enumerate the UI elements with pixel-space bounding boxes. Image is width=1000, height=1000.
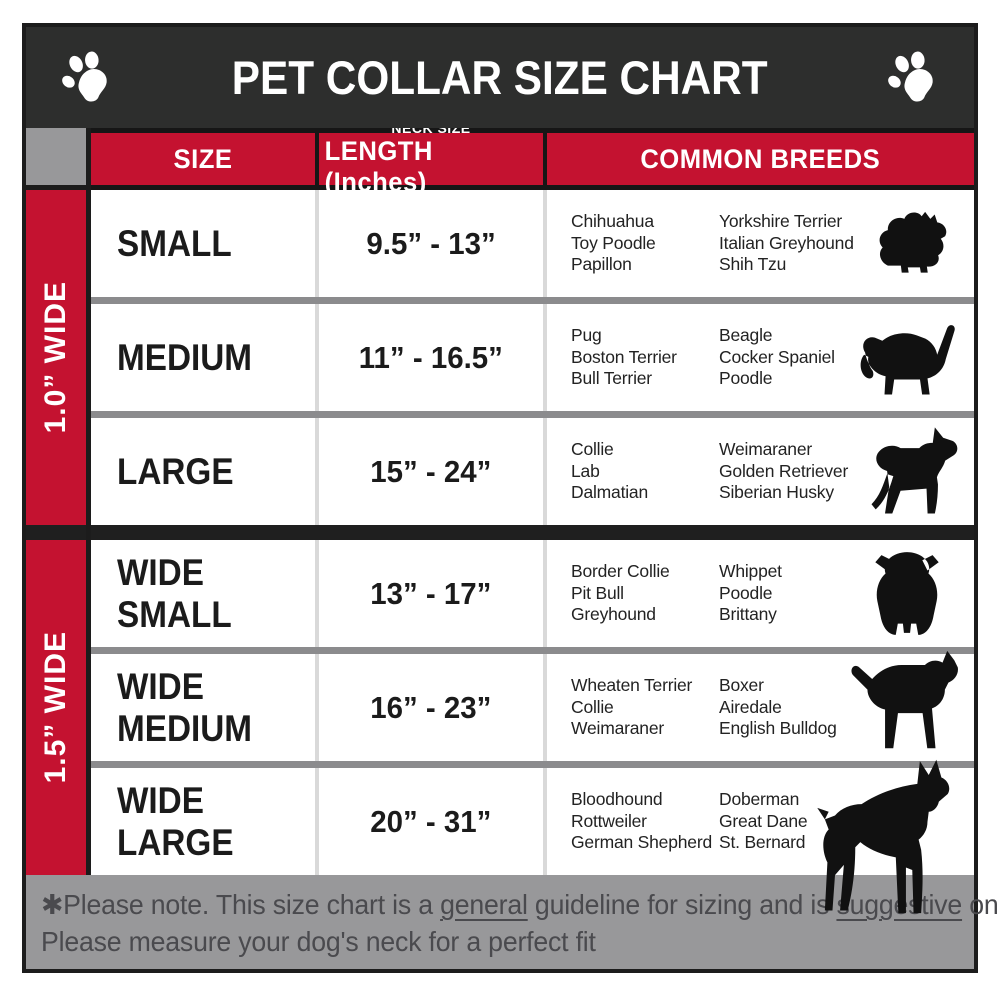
size-cell: WIDE MEDIUM <box>117 665 253 749</box>
table-row-wide-small: WIDE SMALL 13” - 17” Border Collie Pit B… <box>91 540 974 647</box>
underlined-word: general <box>440 889 528 920</box>
size-cell: LARGE <box>117 450 234 492</box>
size-cell: MEDIUM <box>117 336 253 378</box>
size-chart: PET COLLAR SIZE CHART 1.0” WIDE <box>22 23 1000 973</box>
bulldog-silhouette-icon <box>866 548 948 640</box>
neck-range-cell: 20” - 31” <box>370 803 492 839</box>
shepherd-silhouette-icon <box>858 420 966 524</box>
title-bar: PET COLLAR SIZE CHART <box>26 27 974 128</box>
row-separator <box>91 411 974 418</box>
column-divider <box>315 304 319 411</box>
breed-list: Boxer Airedale English Bulldog <box>719 675 837 739</box>
size-cell: WIDE LARGE <box>117 779 234 863</box>
table-row-wide-large: WIDE LARGE 20” - 31” Bloodhound Rottweil… <box>91 759 974 914</box>
doberman-silhouette-icon <box>816 756 968 927</box>
beagle-silhouette-icon <box>848 315 964 401</box>
table-row-medium: MEDIUM 11” - 16.5” Pug Boston Terrier Bu… <box>91 304 974 411</box>
breed-list: Weimaraner Golden Retriever Siberian Hus… <box>719 439 849 503</box>
size-cell: SMALL <box>117 222 232 264</box>
size-cell: WIDE SMALL <box>117 551 232 635</box>
column-divider <box>543 540 547 647</box>
breed-list: Collie Lab Dalmatian <box>571 439 648 503</box>
column-divider <box>315 190 319 297</box>
neck-range-cell: 13” - 17” <box>370 575 492 611</box>
breed-list: Pug Boston Terrier Bull Terrier <box>571 325 677 389</box>
breeds-cell: Pug Boston Terrier Bull Terrier Beagle C… <box>547 304 974 411</box>
paw-print-icon <box>54 45 119 110</box>
page-title: PET COLLAR SIZE CHART <box>232 51 768 104</box>
column-header-row: SIZE NECK SIZE LENGTH (Inches) COMMON BR… <box>91 120 974 197</box>
column-divider <box>543 768 547 875</box>
row-separator <box>91 647 974 654</box>
width-band-1.0: 1.0” WIDE <box>26 190 86 525</box>
neck-range-cell: 9.5” - 13” <box>366 225 496 261</box>
breeds-cell: Chihuahua Toy Poodle Papillon Yorkshire … <box>547 190 974 297</box>
col-header-size: SIZE <box>91 133 315 185</box>
table-body: 1.0” WIDE 1.5” WIDE SIZE NECK SIZE <box>26 120 974 914</box>
width-band-label: 1.5” WIDE <box>39 631 72 784</box>
table-row-small: SMALL 9.5” - 13” Chihuahua Toy Poodle Pa… <box>91 190 974 297</box>
row-separator <box>91 761 974 768</box>
section-divider <box>26 525 86 540</box>
width-rail: 1.0” WIDE 1.5” WIDE <box>26 128 91 875</box>
breeds-cell: Bloodhound Rottweiler German Shepherd Do… <box>547 759 974 914</box>
width-band-1.5: 1.5” WIDE <box>26 540 86 875</box>
column-divider <box>543 190 547 297</box>
table-row-wide-medium: WIDE MEDIUM 16” - 23” Wheaten Terrier Co… <box>91 650 974 761</box>
paw-print-icon <box>880 45 945 110</box>
column-divider <box>543 304 547 411</box>
breed-list: Yorkshire Terrier Italian Greyhound Shih… <box>719 211 854 275</box>
neck-range-cell: 16” - 23” <box>370 689 492 725</box>
breed-list: Chihuahua Toy Poodle Papillon <box>571 211 656 275</box>
breed-list: Bloodhound Rottweiler German Shepherd <box>571 789 712 853</box>
footnote-line-2: Please measure your dog's neck for a per… <box>41 926 596 957</box>
breeds-cell: Wheaten Terrier Collie Weimaraner Boxer … <box>547 650 974 761</box>
breeds-cell: Border Collie Pit Bull Greyhound Whippet… <box>547 540 974 647</box>
breed-list: Doberman Great Dane St. Bernard <box>719 789 808 853</box>
neck-range-cell: 15” - 24” <box>370 453 492 489</box>
rail-header-spacer <box>26 128 86 190</box>
column-divider <box>543 654 547 761</box>
width-band-label: 1.0” WIDE <box>39 281 72 434</box>
table-row-large: LARGE 15” - 24” Collie Lab Dalmatian W <box>91 418 974 525</box>
pomeranian-silhouette-icon <box>874 210 952 278</box>
row-separator <box>91 297 974 304</box>
pitbull-silhouette-icon <box>844 645 966 753</box>
footnote-line-1: ✱Please note. This size chart is a gener… <box>41 889 1000 920</box>
breed-list: Wheaten Terrier Collie Weimaraner <box>571 675 693 739</box>
col-header-breeds: COMMON BREEDS <box>547 133 974 185</box>
table-main: SIZE NECK SIZE LENGTH (Inches) COMMON BR… <box>91 120 974 914</box>
breed-list: Border Collie Pit Bull Greyhound <box>571 561 670 625</box>
column-divider <box>315 418 319 525</box>
section-separator <box>91 525 974 540</box>
column-divider <box>543 418 547 525</box>
column-divider <box>315 540 319 647</box>
breed-list: Beagle Cocker Spaniel Poodle <box>719 325 835 389</box>
col-header-neck-size: NECK SIZE LENGTH (Inches) <box>319 120 543 197</box>
column-divider <box>315 768 319 875</box>
breeds-cell: Collie Lab Dalmatian Weimaraner Golden R… <box>547 418 974 525</box>
neck-range-cell: 11” - 16.5” <box>358 339 504 375</box>
column-divider <box>315 654 319 761</box>
breed-list: Whippet Poodle Brittany <box>719 561 782 625</box>
